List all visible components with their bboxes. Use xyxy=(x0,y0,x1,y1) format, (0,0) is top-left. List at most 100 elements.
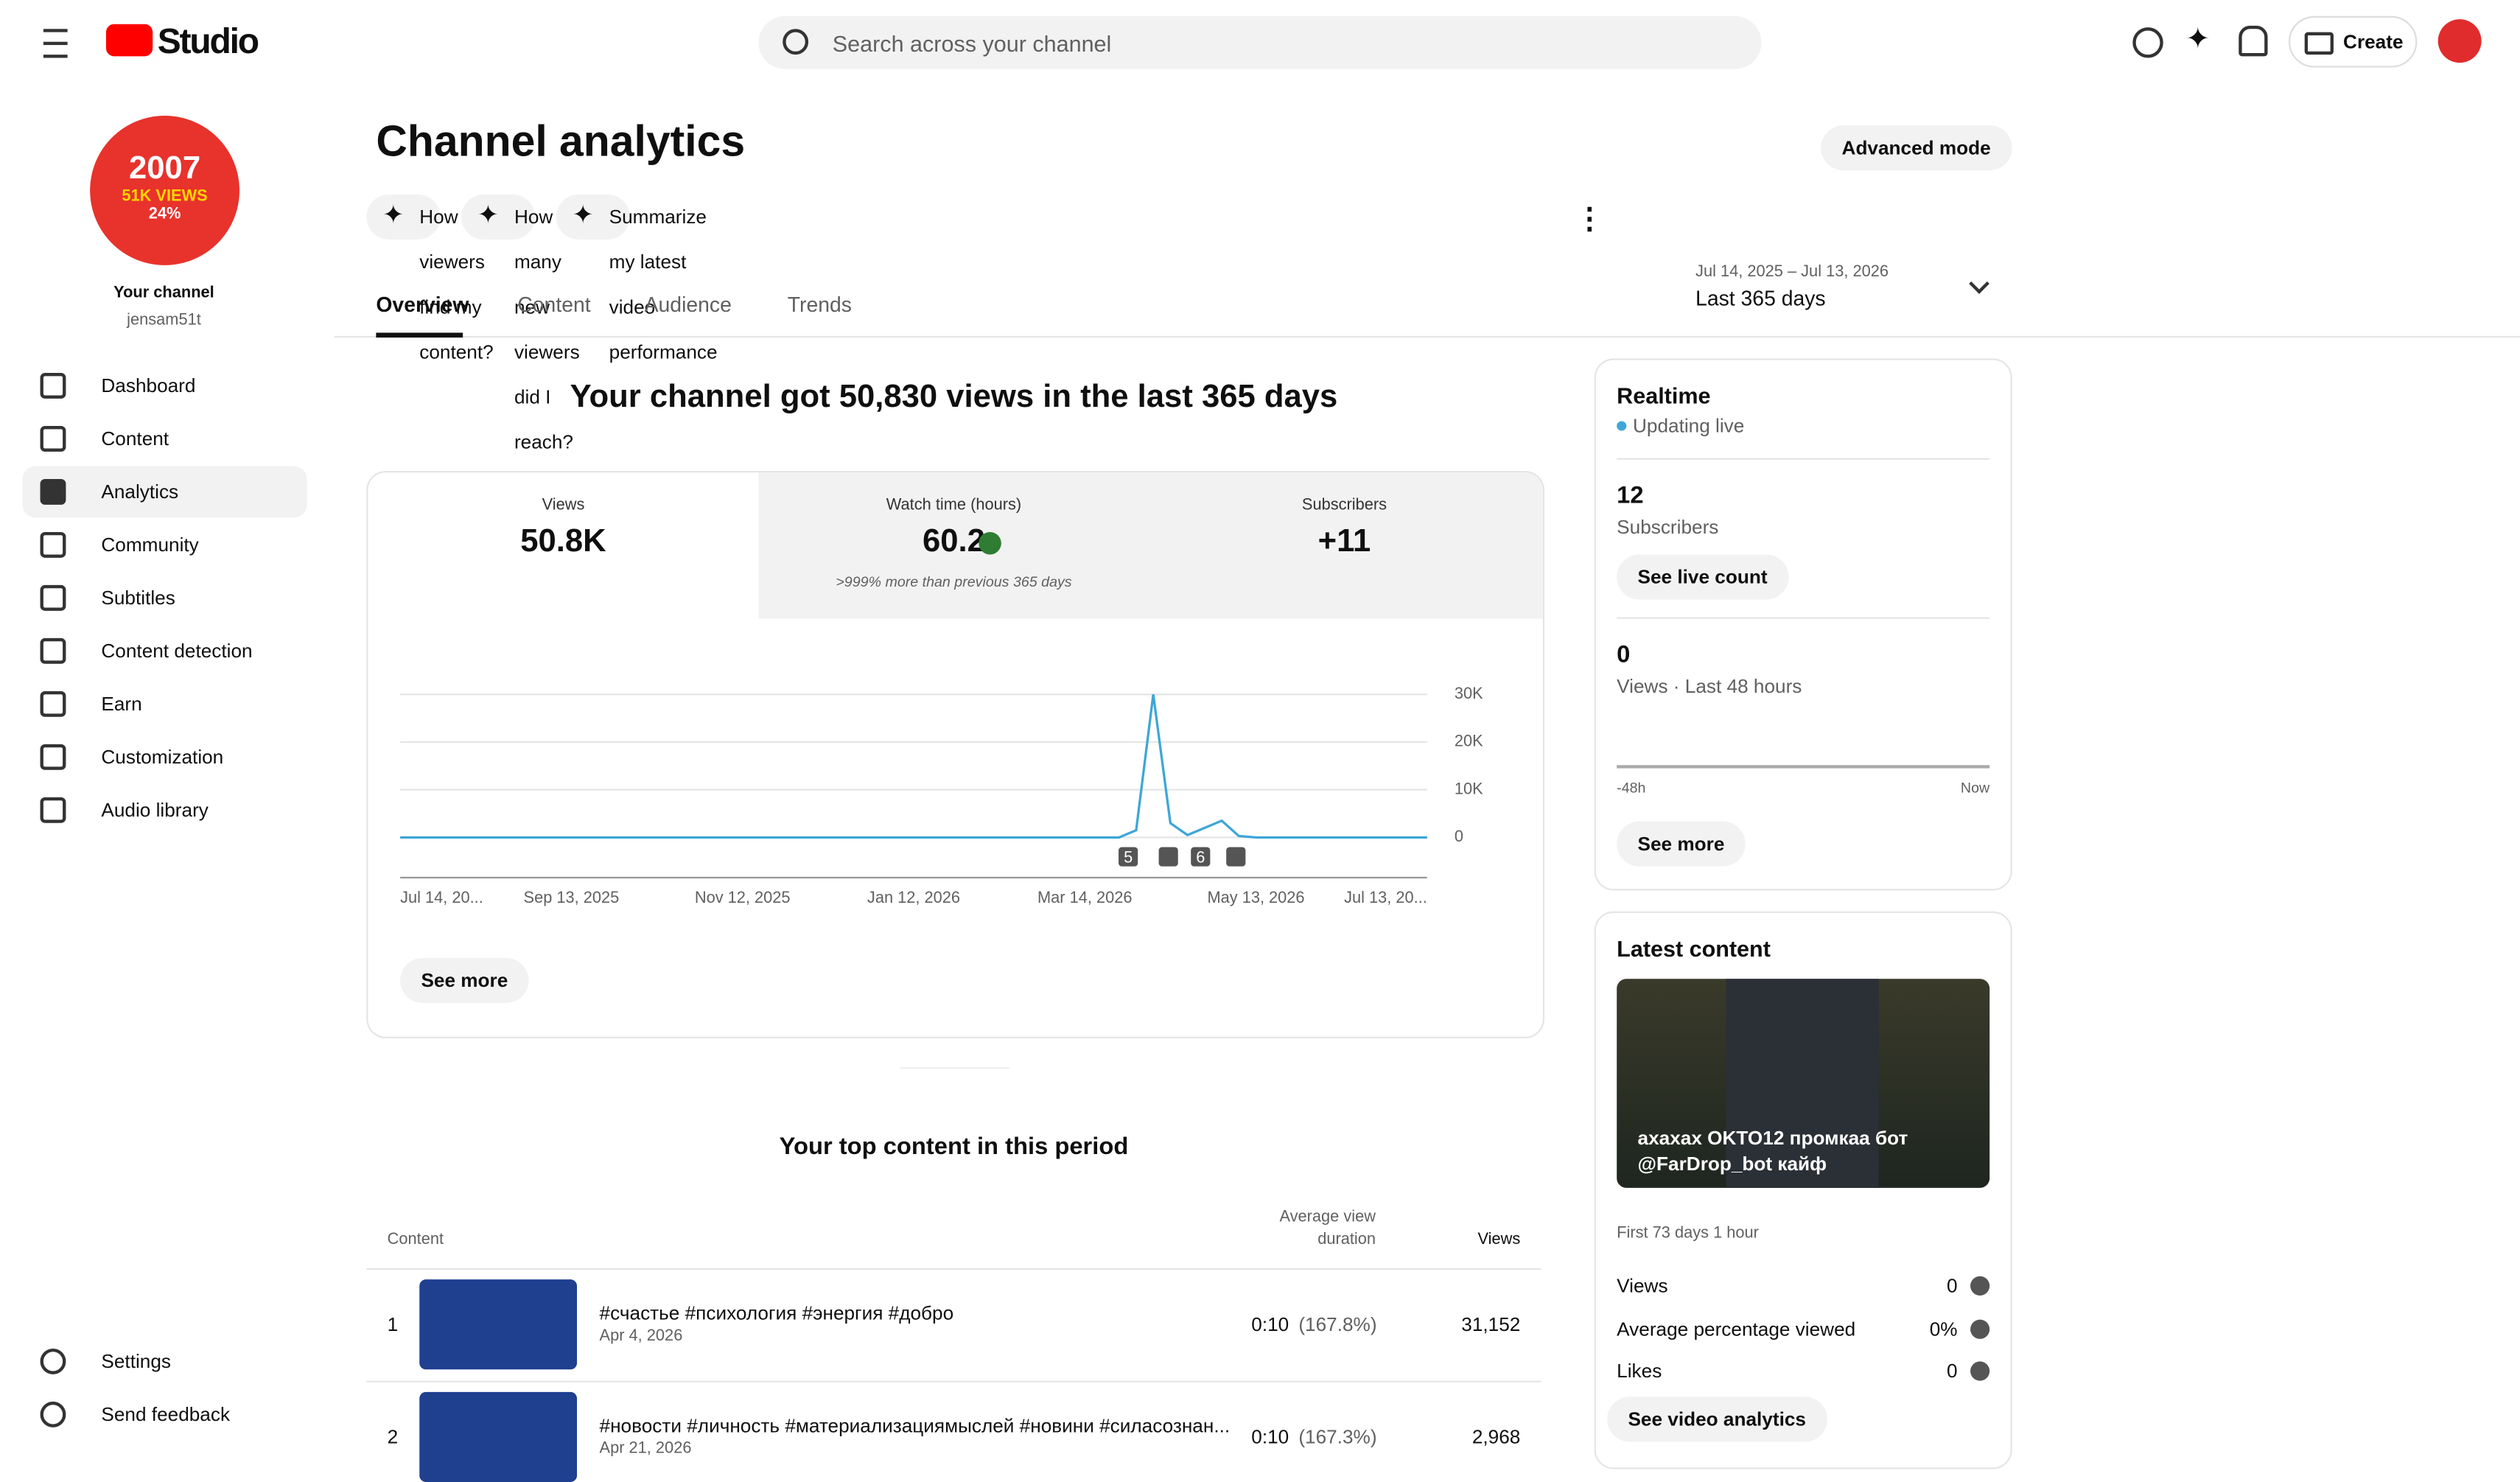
nav-item[interactable]: Earn xyxy=(23,678,307,730)
account-avatar[interactable] xyxy=(2437,19,2482,63)
column-header: Average view duration xyxy=(1279,1209,1376,1249)
advanced-mode[interactable]: Advanced mode xyxy=(1821,125,2012,171)
nav-item[interactable]: Audio library xyxy=(23,784,307,836)
nav-label: Content xyxy=(101,427,169,450)
row-percent: (167.8%) xyxy=(1298,1313,1377,1336)
x-tick-label: Jan 12, 2026 xyxy=(867,888,960,906)
top-content-title: Your top content in this period xyxy=(779,1133,1129,1161)
see-more[interactable]: See more xyxy=(1617,821,1746,867)
row-title[interactable]: #счастье #психология #энергия #добро xyxy=(599,1301,954,1325)
channel-avatar[interactable]: 2007 51K VIEWS 24% xyxy=(90,116,239,265)
nav-item[interactable]: Customization xyxy=(23,731,307,783)
tab[interactable]: Content xyxy=(517,292,591,317)
badge xyxy=(1119,847,1138,867)
nav-icon xyxy=(40,373,66,399)
more-icon[interactable]: ⋮ xyxy=(1575,202,1604,235)
nav-item[interactable]: Content detection xyxy=(23,625,307,677)
badge-label: 5 xyxy=(1124,847,1133,866)
stat-icon xyxy=(1970,1318,1990,1338)
nav-label: Dashboard xyxy=(101,374,196,397)
latest-card: Latest content ахахах OKTO12 промкаа бот… xyxy=(1594,911,2012,1469)
live-status: Updating live xyxy=(1632,414,1745,438)
latest-title: Latest content xyxy=(1617,935,1771,962)
nav-icon xyxy=(40,1401,66,1427)
range-label[interactable]: Last 365 days xyxy=(1695,286,1826,310)
search-icon xyxy=(783,29,809,55)
help-icon[interactable] xyxy=(2132,27,2163,58)
axis-label: Now xyxy=(1960,779,1990,796)
row-percent: (167.3%) xyxy=(1298,1425,1377,1449)
nav-label: Audio library xyxy=(101,799,209,822)
tab[interactable]: Trends xyxy=(787,292,852,317)
tab[interactable]: Audience xyxy=(644,292,732,317)
nav-item[interactable]: Analytics xyxy=(22,466,307,518)
period: First 73 days 1 hour xyxy=(1617,1224,1759,1242)
nav-item[interactable]: Subtitles xyxy=(23,572,307,623)
search-placeholder: Search across your channel xyxy=(832,30,1112,57)
nav-icon xyxy=(40,1348,66,1374)
row-title[interactable]: #новости #личность #материализациямыслей… xyxy=(599,1414,1231,1437)
metric-label: Subscribers xyxy=(1301,496,1387,514)
x-tick-label: Jul 13, 20... xyxy=(1344,888,1427,906)
see-live-count[interactable]: See live count xyxy=(1617,554,1788,600)
row-divider xyxy=(366,1380,1541,1383)
range-dropdown[interactable] xyxy=(1969,273,1989,294)
video-thumbnail[interactable]: ахахах OKTO12 промкаа бот @FarDrop_bot к… xyxy=(1617,979,1990,1188)
ai-icon[interactable]: ✦ xyxy=(2185,22,2211,55)
nav-item[interactable]: Send feedback xyxy=(23,1388,307,1440)
badge xyxy=(1191,847,1211,867)
menu-button[interactable] xyxy=(43,29,68,58)
range-dates: Jul 14, 2025 – Jul 13, 2026 xyxy=(1695,263,1889,282)
channel-handle: jensam51t xyxy=(127,312,201,330)
prompt-chip[interactable]: ✦ How many new viewers did I reach? xyxy=(461,194,580,453)
column-header: Content xyxy=(387,1231,444,1249)
subs-label: Subscribers xyxy=(1617,516,1719,539)
tab[interactable]: Overview xyxy=(376,292,469,317)
row-thumbnail[interactable] xyxy=(419,1391,578,1482)
views-line xyxy=(400,694,1427,839)
x-tick-label: Jul 14, 20... xyxy=(400,888,483,906)
row-date: Apr 21, 2026 xyxy=(599,1440,692,1458)
row-duration: 0:10 xyxy=(1251,1313,1289,1336)
prompt-chip[interactable]: ✦ Summarize my latest video performance xyxy=(556,194,718,363)
x-tick-label: Nov 12, 2025 xyxy=(695,888,791,906)
metric-bg xyxy=(758,472,1543,619)
logo[interactable]: Studio xyxy=(157,21,259,61)
x-tick-label: May 13, 2026 xyxy=(1207,888,1304,906)
prompt-chip[interactable]: ✦ How did viewers find my content? xyxy=(366,194,494,363)
stat-icon xyxy=(1970,1361,1990,1381)
row-duration: 0:10 xyxy=(1251,1425,1289,1449)
see-video-analytics[interactable]: See video analytics xyxy=(1607,1397,1827,1442)
up-arrow xyxy=(979,531,1001,555)
nav-label: Community xyxy=(101,534,199,556)
sparkle: ✦ xyxy=(572,202,594,230)
nav-item[interactable]: Dashboard xyxy=(23,360,307,412)
nav-icon xyxy=(40,691,66,717)
see-more[interactable]: See more xyxy=(400,957,529,1004)
row-thumbnail[interactable] xyxy=(419,1279,578,1370)
nav-label: Content detection xyxy=(101,640,253,663)
stat-label: Likes xyxy=(1617,1360,1662,1383)
nav-item[interactable]: Settings xyxy=(23,1335,307,1387)
nav-item[interactable]: Community xyxy=(23,519,307,570)
create-label: Create xyxy=(2343,30,2404,53)
metric-value: 50.8K xyxy=(520,524,606,560)
nav-label: Send feedback xyxy=(101,1403,231,1426)
sparkle: ✦ xyxy=(477,202,500,230)
stat-label: Average percentage viewed xyxy=(1617,1317,1856,1340)
views-chart: 0 10K 20K 30K Jul 14, 20... Sep 13, 2025 Nov 1… xyxy=(400,684,1483,906)
avatar-text: 24% xyxy=(148,206,181,224)
nav-label: Subtitles xyxy=(101,587,175,609)
avatar-text: 2007 xyxy=(129,151,201,187)
search-box[interactable]: Search across your channel xyxy=(758,15,1762,69)
stat-value: 0% xyxy=(1929,1317,1958,1340)
y-tick-label: 0 xyxy=(1455,827,1463,845)
x-tick-label: Mar 14, 2026 xyxy=(1037,888,1132,906)
stat-value: 0 xyxy=(1946,1274,1958,1298)
metric-value: 60.2 xyxy=(923,524,985,560)
notifications-icon[interactable] xyxy=(2239,25,2268,57)
live-dot xyxy=(1617,421,1627,431)
nav-item[interactable]: Content xyxy=(23,413,307,465)
create-button[interactable]: Create xyxy=(2288,15,2418,68)
logo-icon xyxy=(105,24,153,57)
